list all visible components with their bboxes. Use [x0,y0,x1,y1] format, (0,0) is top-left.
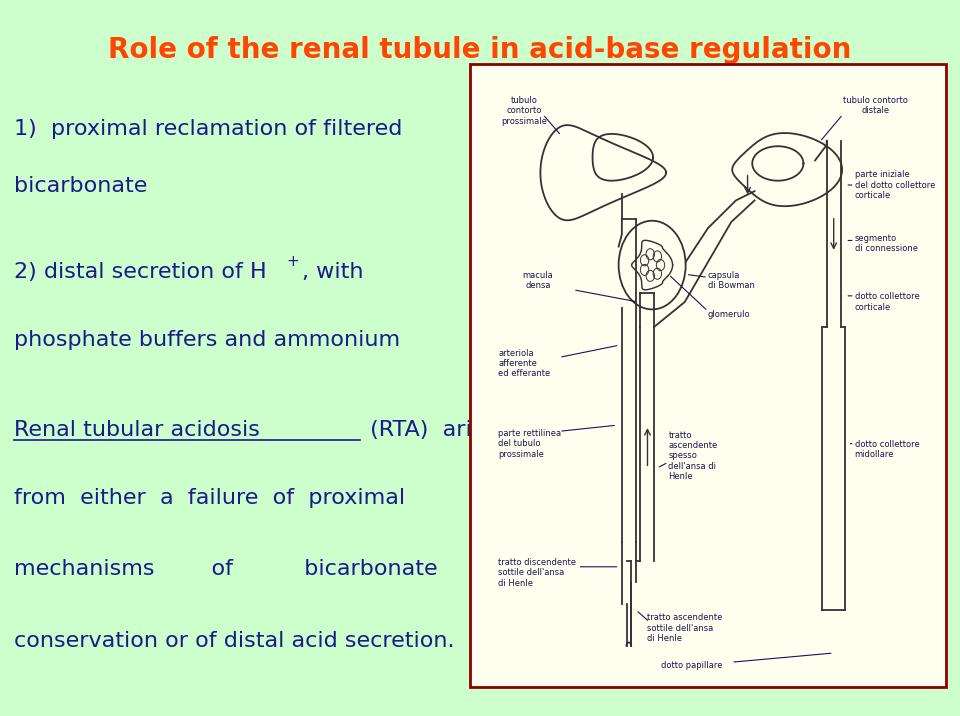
Text: 1)  proximal reclamation of filtered: 1) proximal reclamation of filtered [14,119,403,139]
Text: tubulo
contorto
prossimale: tubulo contorto prossimale [501,96,547,125]
Text: tubulo contorto
distale: tubulo contorto distale [843,96,908,115]
Text: conservation or of distal acid secretion.: conservation or of distal acid secretion… [14,631,455,651]
Text: (RTA)  arises: (RTA) arises [363,420,509,440]
Text: dotto papillare: dotto papillare [661,661,723,669]
Text: mechanisms        of          bicarbonate: mechanisms of bicarbonate [14,559,438,579]
Text: bicarbonate: bicarbonate [14,176,148,196]
Text: tratto discendente
sottile dell'ansa
di Henle: tratto discendente sottile dell'ansa di … [498,558,576,588]
Text: 2) distal secretion of H: 2) distal secretion of H [14,262,267,282]
FancyBboxPatch shape [470,64,946,687]
Text: capsula
di Bowman: capsula di Bowman [708,271,755,290]
Text: phosphate buffers and ammonium: phosphate buffers and ammonium [14,330,400,350]
Text: dotto collettore
corticale: dotto collettore corticale [854,292,920,311]
Text: parte iniziale
del dotto collettore
corticale: parte iniziale del dotto collettore cort… [854,170,935,200]
Text: segmento
di connessione: segmento di connessione [854,234,918,253]
Text: parte rettilinea
del tubulo
prossimale: parte rettilinea del tubulo prossimale [498,429,562,458]
Text: dotto collettore
midollare: dotto collettore midollare [854,440,920,460]
Text: , with: , with [302,262,364,282]
Text: arteriola
afferente
ed efferante: arteriola afferente ed efferante [498,349,551,379]
Text: from  either  a  failure  of  proximal: from either a failure of proximal [14,488,405,508]
Text: tratto ascendente
sottile dell'ansa
di Henle: tratto ascendente sottile dell'ansa di H… [647,614,723,643]
Text: +: + [286,254,299,268]
Text: Renal tubular acidosis: Renal tubular acidosis [14,420,260,440]
Text: Role of the renal tubule in acid-base regulation: Role of the renal tubule in acid-base re… [108,36,852,64]
Text: macula
densa: macula densa [522,271,553,290]
Text: tratto
ascendente
spesso
dell'ansa di
Henle: tratto ascendente spesso dell'ansa di He… [668,430,718,481]
Text: glomerulo: glomerulo [708,310,751,319]
